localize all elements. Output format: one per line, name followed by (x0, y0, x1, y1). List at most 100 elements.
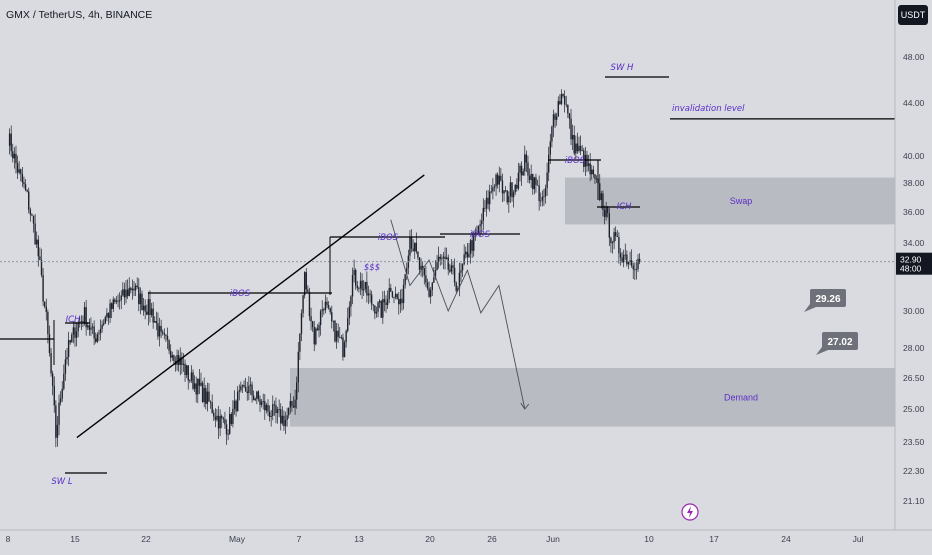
candle-body (393, 297, 395, 298)
zone-swap[interactable] (565, 177, 895, 225)
candle-body (189, 380, 191, 382)
candle-body (563, 96, 566, 105)
candle-body (450, 265, 453, 272)
candle-body (248, 385, 250, 394)
candle-body (465, 251, 467, 255)
candle-body (410, 236, 413, 249)
candle-body (270, 415, 272, 418)
candle-body (109, 303, 111, 318)
candle-body (85, 307, 87, 328)
candle-body (532, 173, 534, 190)
candle-body (422, 265, 424, 269)
candle-body (348, 306, 351, 319)
candle-body (213, 412, 215, 417)
candle-body (211, 402, 213, 413)
candle-body (221, 416, 223, 419)
candle-body (602, 193, 604, 211)
candle-body (409, 236, 411, 256)
candle-body (95, 338, 97, 342)
countdown-text: 48:00 (900, 264, 922, 274)
candle-body (66, 356, 68, 360)
candle-body (552, 114, 555, 127)
candle-body (377, 302, 379, 312)
candle-body (629, 260, 631, 263)
currency-button[interactable]: USDT (898, 5, 928, 25)
price-tick-label: 34.00 (903, 238, 925, 248)
candle-body (571, 135, 574, 140)
candle-body (26, 189, 28, 192)
candle-body (340, 337, 343, 339)
candle-body (142, 305, 145, 311)
candle-body (165, 334, 167, 336)
candle-body (90, 327, 92, 330)
candle-body (404, 274, 406, 285)
zone-demand[interactable] (290, 368, 895, 427)
candle-body (203, 388, 205, 403)
target-price-tag[interactable] (822, 332, 858, 350)
candle-body (575, 143, 577, 154)
candle-body (77, 323, 79, 332)
candle-body (112, 299, 114, 309)
candle-body (319, 311, 322, 326)
trendline[interactable] (76, 174, 425, 439)
candle-body (93, 326, 95, 339)
target-tag-pointer (804, 304, 816, 312)
candle-body (91, 326, 94, 328)
candle-body (166, 335, 169, 341)
candle-body (246, 391, 248, 394)
candle-body (385, 302, 387, 305)
price-tick-label: 40.00 (903, 151, 925, 161)
candle-body (63, 373, 65, 389)
time-tick-label: 26 (487, 534, 497, 544)
candle-body (353, 269, 355, 275)
candle-body (50, 353, 52, 374)
candle-body (469, 240, 472, 254)
candle-body (477, 226, 480, 233)
candle-body (473, 232, 475, 251)
candle-body (418, 257, 421, 270)
candle-body (560, 93, 563, 105)
zone-label: Demand (724, 392, 758, 402)
candle-body (154, 321, 156, 323)
annotation-label: iBOS (230, 289, 251, 299)
candle-body (72, 327, 75, 335)
candle-body (546, 172, 548, 189)
price-tick-label: 21.10 (903, 496, 925, 506)
candle-body (257, 391, 260, 400)
candle-body (498, 175, 500, 185)
annotation-label: SW L (51, 477, 73, 487)
candle-body (64, 359, 67, 374)
candle-body (490, 191, 492, 193)
candle-body (540, 200, 542, 202)
candle-body (133, 288, 135, 291)
candle-body (13, 153, 16, 159)
candle-body (559, 101, 561, 105)
candle-body (627, 262, 630, 265)
candle-body (496, 174, 499, 185)
candle-body (396, 293, 398, 300)
candle-body (525, 154, 528, 163)
candle-body (107, 313, 110, 318)
time-tick-label: 20 (425, 534, 435, 544)
candle-body (329, 307, 331, 313)
candle-body (45, 306, 47, 313)
candle-body (184, 363, 186, 376)
candle-body (594, 174, 596, 179)
candle-body (567, 104, 569, 114)
candle-body (402, 284, 405, 304)
candle-body (123, 289, 126, 298)
candle-body (268, 411, 271, 418)
candle-body (75, 331, 78, 338)
candle-body (367, 293, 370, 296)
candle-body (433, 277, 435, 283)
candle-body (484, 207, 486, 209)
candle-body (193, 383, 196, 389)
candle-body (28, 191, 30, 210)
target-price-tag[interactable] (810, 289, 846, 307)
candle-body (251, 384, 253, 396)
candle-body (591, 169, 593, 175)
candle-body (53, 385, 55, 406)
candle-body (98, 333, 100, 335)
